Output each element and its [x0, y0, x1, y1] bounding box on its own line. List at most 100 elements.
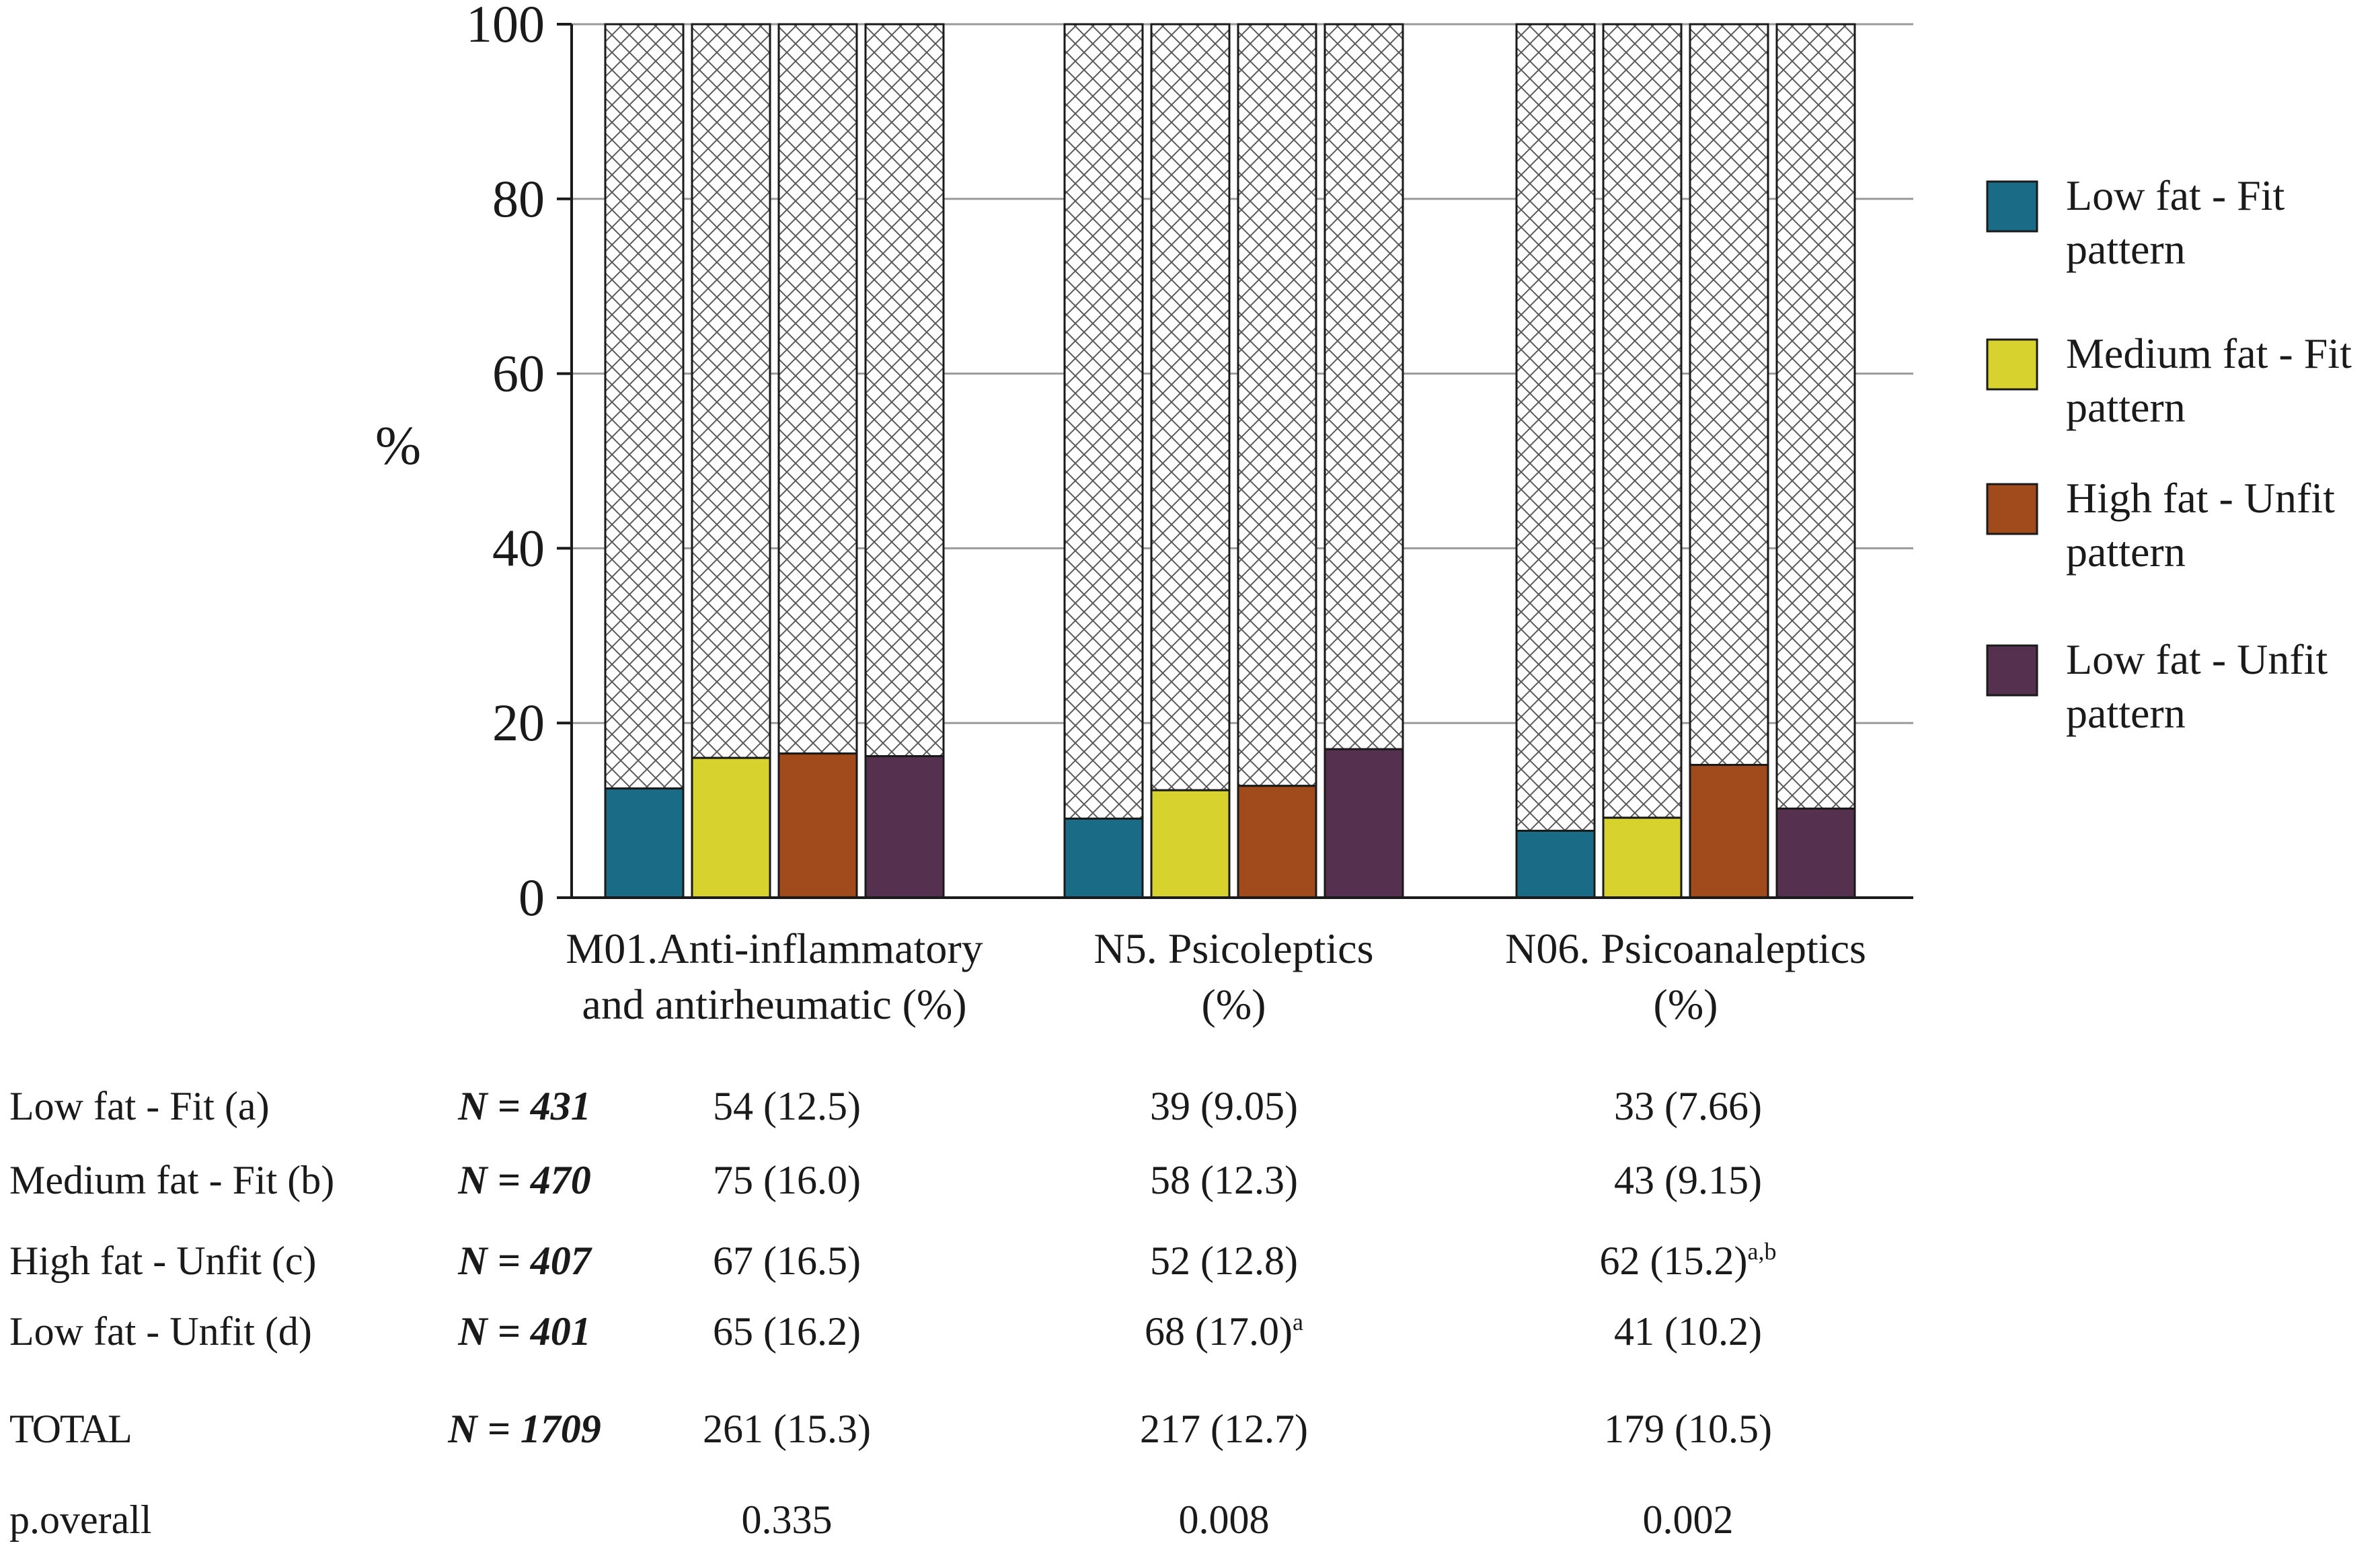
- value-n06: 41 (10.2): [1560, 1301, 1816, 1362]
- row-label: TOTAL: [9, 1399, 132, 1459]
- legend-label-line1: Medium fat - Fit: [2066, 329, 2352, 377]
- value-n5-text: 0.008: [1178, 1497, 1270, 1542]
- value-n06: 43 (9.15): [1560, 1150, 1816, 1210]
- row-label-text: p.overall: [9, 1497, 152, 1542]
- bar-low-fat-unfit-1: [1323, 748, 1404, 899]
- bar-remainder: [691, 23, 771, 759]
- table-row: Medium fat - Fit (b) N = 470 75 (16.0) 58 (…: [0, 1150, 2380, 1210]
- value-n5-text: 58 (12.3): [1150, 1158, 1298, 1202]
- table-row: TOTAL N = 1709 261 (15.3) 217 (12.7) 179 (10…: [0, 1399, 2380, 1459]
- value-n06: 0.002: [1560, 1489, 1816, 1550]
- row-label-text: Low fat - Unfit (d): [9, 1309, 312, 1354]
- sample-size-text: N = 470: [458, 1158, 591, 1202]
- legend-label-line2: pattern: [2066, 689, 2186, 737]
- bar-remainder: [604, 23, 685, 790]
- value-n06-text: 179 (10.5): [1604, 1407, 1772, 1451]
- table-row: p.overall 0.335 0.008 0.002: [0, 1489, 2380, 1550]
- legend-label-line2: pattern: [2066, 528, 2186, 576]
- category-label-line1: M01.Anti-inflammatory: [566, 925, 983, 972]
- value-n5: 39 (9.05): [1096, 1076, 1352, 1136]
- value-n06-text: 43 (9.15): [1614, 1158, 1762, 1202]
- value-n5-text: 39 (9.05): [1150, 1084, 1298, 1128]
- axes: [570, 24, 1913, 899]
- bar-high-fat-unfit-0: [777, 752, 858, 899]
- bar-low-fat-fit-0: [604, 787, 685, 899]
- y-tick-label: 20: [492, 693, 545, 752]
- value-n06-text: 33 (7.66): [1614, 1084, 1762, 1128]
- row-label-text: High fat - Unfit (c): [9, 1239, 317, 1283]
- value-m01-text: 67 (16.5): [713, 1239, 861, 1283]
- bar-remainder: [1775, 23, 1856, 810]
- value-n06: 179 (10.5): [1560, 1399, 1816, 1459]
- sample-size: N = 401: [430, 1301, 619, 1362]
- value-n06-text: 62 (15.2): [1599, 1239, 1748, 1283]
- table-row: High fat - Unfit (c) N = 407 67 (16.5) 52 (…: [0, 1231, 2380, 1291]
- bar-medium-fat-fit-1: [1150, 789, 1231, 899]
- value-n06-text: 0.002: [1642, 1497, 1734, 1542]
- bar-remainder: [1515, 23, 1596, 832]
- bar-low-fat-fit-2: [1515, 829, 1596, 899]
- y-axis-title: %: [375, 415, 421, 476]
- category-label-line1: N06. Psicoanaleptics: [1505, 925, 1866, 972]
- category-label-line2: (%): [1202, 980, 1266, 1028]
- value-m01: 54 (12.5): [659, 1076, 915, 1136]
- legend-label-line2: pattern: [2066, 383, 2186, 431]
- value-n5-text: 68 (17.0): [1145, 1309, 1293, 1354]
- value-m01-text: 261 (15.3): [703, 1407, 871, 1451]
- value-m01-text: 65 (16.2): [713, 1309, 861, 1354]
- legend-swatch: [1986, 180, 2038, 233]
- value-m01-text: 75 (16.0): [713, 1158, 861, 1202]
- row-label-text: Medium fat - Fit (b): [9, 1158, 335, 1202]
- legend: Low fat - Fit pattern Medium fat - Fit patt…: [1986, 171, 2352, 737]
- value-n5: 52 (12.8): [1096, 1231, 1352, 1291]
- bar-remainder: [864, 23, 945, 758]
- y-tick-labels: 0 20 40 60 80 100: [466, 0, 572, 927]
- bar-remainder: [1237, 23, 1317, 787]
- value-n06-text: 41 (10.2): [1614, 1309, 1762, 1354]
- bar-medium-fat-fit-0: [691, 756, 771, 899]
- row-label: p.overall: [9, 1489, 152, 1550]
- sample-size: N = 431: [430, 1076, 619, 1136]
- bar-high-fat-unfit-2: [1689, 764, 1769, 899]
- bar-low-fat-unfit-2: [1775, 808, 1856, 899]
- legend-label-line2: pattern: [2066, 225, 2186, 273]
- bar-remainder: [1689, 23, 1769, 767]
- sample-size-text: N = 431: [458, 1084, 591, 1128]
- bar-remainder: [1323, 23, 1404, 750]
- row-label: Low fat - Unfit (d): [9, 1301, 312, 1362]
- value-m01: 65 (16.2): [659, 1301, 915, 1362]
- value-n5: 68 (17.0)a: [1096, 1301, 1352, 1362]
- category-label-line2: (%): [1654, 980, 1718, 1028]
- row-label: Medium fat - Fit (b): [9, 1150, 334, 1210]
- bar-high-fat-unfit-1: [1237, 785, 1317, 899]
- category-label-line1: N5. Psicoleptics: [1094, 925, 1374, 972]
- value-n5: 217 (12.7): [1096, 1399, 1352, 1459]
- bar-remainder: [1150, 23, 1231, 791]
- value-m01: 75 (16.0): [659, 1150, 915, 1210]
- bar-low-fat-unfit-0: [864, 755, 945, 899]
- value-n5: 0.008: [1096, 1489, 1352, 1550]
- value-n5: 58 (12.3): [1096, 1150, 1352, 1210]
- y-tick-label: 100: [466, 0, 545, 53]
- value-m01: 261 (15.3): [659, 1399, 915, 1459]
- legend-label-line1: Low fat - Fit: [2066, 171, 2285, 219]
- value-n06: 33 (7.66): [1560, 1076, 1816, 1136]
- value-m01: 67 (16.5): [659, 1231, 915, 1291]
- y-tick-label: 80: [492, 169, 545, 228]
- value-n5-text: 52 (12.8): [1150, 1239, 1298, 1283]
- y-tick-label: 60: [492, 344, 545, 403]
- superscript-note: a,b: [1747, 1238, 1777, 1265]
- value-m01-text: 0.335: [741, 1497, 833, 1542]
- bar-remainder: [777, 23, 858, 755]
- y-tick-label: 40: [492, 518, 545, 577]
- bar-low-fat-fit-1: [1063, 817, 1144, 899]
- legend-swatch: [1986, 338, 2038, 391]
- legend-swatch: [1986, 644, 2038, 697]
- row-label-text: TOTAL: [9, 1407, 132, 1451]
- table-row: Low fat - Unfit (d) N = 401 65 (16.2) 68 (1…: [0, 1301, 2380, 1362]
- sample-size-text: N = 1709: [448, 1407, 601, 1451]
- bars: [604, 23, 1856, 899]
- sample-size-text: N = 401: [458, 1309, 591, 1354]
- bar-remainder: [1602, 23, 1683, 819]
- row-label: Low fat - Fit (a): [9, 1076, 270, 1136]
